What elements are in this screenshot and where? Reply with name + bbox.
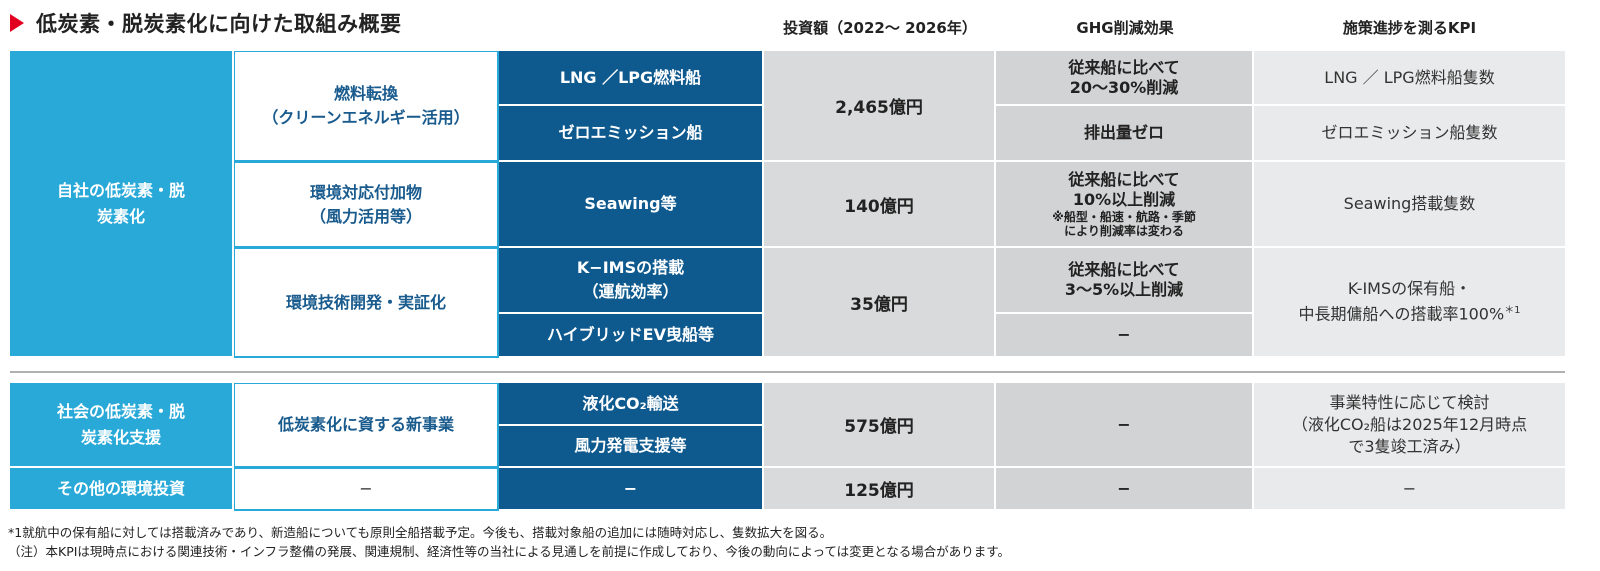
ghg-kims: 従来船に比べて 3～5%以上削減 <box>996 248 1254 314</box>
measure-kims: K−IMSの搭載 （運航効率） <box>499 248 764 314</box>
measure-hybrid-ev-tug: ハイブリッドEV曳船等 <box>499 314 764 358</box>
sub-new-business: 低炭素化に資する新事業 <box>234 383 499 468</box>
initiatives-table-main: 自社の低炭素・脱炭素化 燃料転換 （クリーンエネルギー活用） LNG ／LPG燃… <box>10 51 1565 358</box>
title-marker-icon <box>10 14 24 32</box>
kpi-zero-emission: ゼロエミッション船隻数 <box>1254 106 1565 162</box>
measure-lng-lpg: LNG ／LPG燃料船 <box>499 51 764 106</box>
header-investment: 投資額（2022～ 2026年） <box>783 18 977 37</box>
measure-seawing: Seawing等 <box>499 162 764 248</box>
footnote-note: （注）本KPIは現時点における関連技術・インフラ整備の発展、関連規制、経済性等の… <box>8 544 1011 559</box>
section-divider <box>10 371 1565 373</box>
investment-tech: 35億円 <box>764 248 996 358</box>
ghg-other: − <box>996 468 1254 511</box>
header-kpi: 施策進捗を測るKPI <box>1342 18 1477 37</box>
kpi-seawing: Seawing搭載隻数 <box>1254 162 1565 248</box>
title-text: 低炭素・脱炭素化に向けた取組み概要 <box>36 12 402 36</box>
ghg-new-business: − <box>996 383 1254 468</box>
ghg-seawing-note: ※船型・船速・航路・季節 により削減率は変わる <box>1052 210 1196 238</box>
ghg-seawing: 従来船に比べて 10%以上削減 ※船型・船速・航路・季節 により削減率は変わる <box>996 162 1254 248</box>
ghg-lng-lpg: 従来船に比べて 20～30%削減 <box>996 51 1254 106</box>
section-title: 低炭素・脱炭素化に向けた取組み概要 <box>10 6 402 40</box>
measure-wind-power-support: 風力発電支援等 <box>499 426 764 468</box>
category-social-decarbonization: 社会の低炭素・脱 炭素化支援 <box>10 383 234 468</box>
investment-other: 125億円 <box>764 468 996 511</box>
kpi-other: − <box>1254 468 1565 511</box>
kpi-kims: K-IMSの保有船・ 中長期傭船への搭載率100%＊1 <box>1254 248 1565 358</box>
measure-other: − <box>499 468 764 511</box>
sub-environmental-tech: 環境技術開発・実証化 <box>234 248 499 358</box>
kpi-lng-lpg: LNG ／ LPG燃料船隻数 <box>1254 51 1565 106</box>
investment-new-business: 575億円 <box>764 383 996 468</box>
kpi-new-business: 事業特性に応じて検討 （液化CO₂船は2025年12月時点 で3隻竣工済み） <box>1254 383 1565 468</box>
ghg-hybrid-ev-tug: − <box>996 314 1254 358</box>
measure-liquefied-co2: 液化CO₂輸送 <box>499 383 764 426</box>
category-other-environmental: その他の環境投資 <box>10 468 234 511</box>
ghg-seawing-main: 従来船に比べて 10%以上削減 <box>1068 170 1180 209</box>
sub-fuel-conversion: 燃料転換 （クリーンエネルギー活用） <box>234 51 499 162</box>
initiatives-table-other: 社会の低炭素・脱 炭素化支援 低炭素化に資する新事業 液化CO₂輸送 575億円… <box>10 383 1565 511</box>
category-own-decarbonization: 自社の低炭素・脱炭素化 <box>10 51 234 358</box>
investment-seawing: 140億円 <box>764 162 996 248</box>
header-ghg: GHG削減効果 <box>1076 18 1174 37</box>
ghg-zero-emission: 排出量ゼロ <box>996 106 1254 162</box>
measure-zero-emission: ゼロエミッション船 <box>499 106 764 162</box>
footnote-1: *1就航中の保有船に対しては搭載済みであり、新造船についても原則全船搭載予定。今… <box>8 525 833 540</box>
kpi-kims-text: K-IMSの保有船・ 中長期傭船への搭載率100% <box>1298 279 1505 324</box>
investment-fuel: 2,465億円 <box>764 51 996 162</box>
kpi-kims-footnote-ref: ＊1 <box>1504 305 1521 317</box>
sub-environmental-add-on: 環境対応付加物 （風力活用等） <box>234 162 499 248</box>
sub-other: − <box>234 468 499 511</box>
